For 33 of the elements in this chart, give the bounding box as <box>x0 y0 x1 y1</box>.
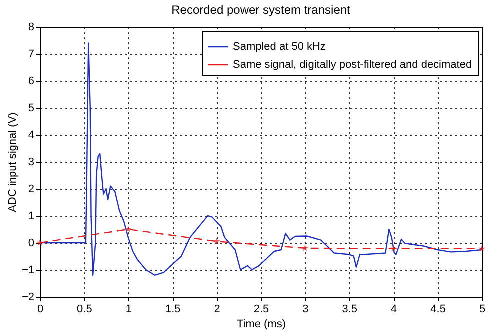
y-tick-label: 3 <box>28 156 34 168</box>
y-tick-label: −2 <box>22 292 34 304</box>
x-tick-label: 0 <box>37 304 44 316</box>
x-tick-label: 4.5 <box>430 304 446 316</box>
x-tick-label: 5 <box>479 304 486 316</box>
y-tick-label: 2 <box>28 184 34 196</box>
x-axis-title: Time (ms) <box>236 318 286 330</box>
x-tick-label: 0.5 <box>77 304 92 316</box>
legend-label: Same signal, digitally post-filtered and decimated <box>233 59 472 71</box>
y-tick-label: 7 <box>28 48 34 60</box>
x-tick-label: 1 <box>126 304 132 316</box>
x-tick-label: 3 <box>302 304 309 316</box>
chart-title: Recorded power system transient <box>172 3 352 17</box>
x-tick-label: 2 <box>214 304 220 316</box>
x-tick-label: 2.5 <box>254 304 270 316</box>
y-tick-label: 1 <box>28 210 34 222</box>
x-tick-label: 4 <box>391 304 398 316</box>
legend-label: Sampled at 50 kHz <box>233 41 326 53</box>
x-tick-label: 1.5 <box>165 304 181 316</box>
point <box>478 245 486 252</box>
y-tick-label: 4 <box>28 130 34 142</box>
point <box>302 244 309 252</box>
y-tick-label: 8 <box>28 22 34 34</box>
y-tick-label: −1 <box>22 264 34 276</box>
y-tick-label: 0 <box>28 238 34 250</box>
point <box>36 239 44 246</box>
x-tick-label: 3.5 <box>342 304 358 316</box>
point <box>125 226 132 232</box>
y-axis-title: ADC input signal (V) <box>6 112 19 212</box>
point <box>213 238 220 245</box>
point <box>390 245 397 252</box>
y-tick-label: 5 <box>28 102 34 114</box>
y-tick-label: 6 <box>28 76 34 88</box>
